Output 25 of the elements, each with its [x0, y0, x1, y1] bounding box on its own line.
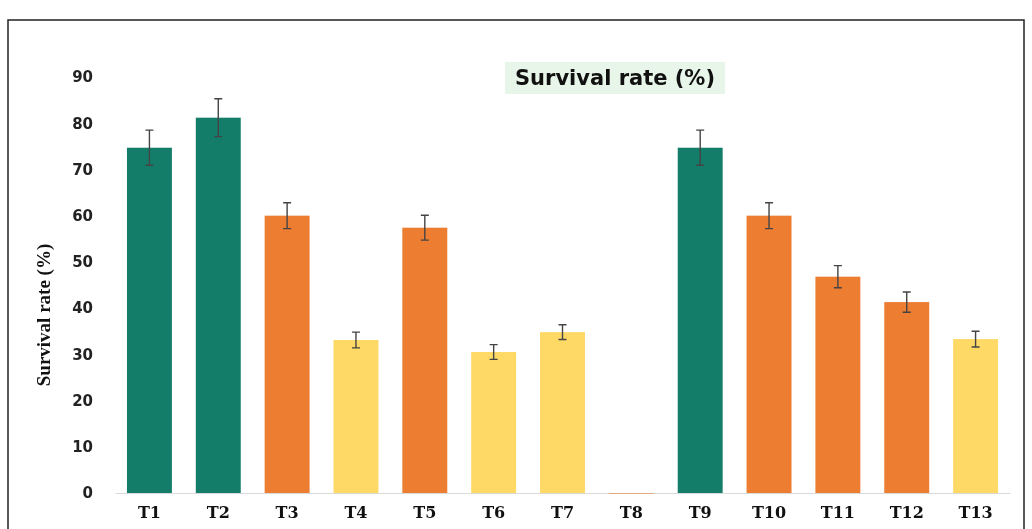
- y-axis-title: Survival rate (%): [33, 243, 55, 387]
- x-tick-label: T12: [889, 503, 924, 523]
- y-tick-label: 0: [82, 484, 93, 503]
- x-tick-label: T4: [344, 503, 368, 523]
- chart-title: Survival rate (%): [514, 66, 716, 90]
- y-tick-label: 70: [72, 160, 93, 179]
- x-tick-label: T13: [958, 503, 993, 523]
- x-tick-label: T10: [751, 503, 787, 523]
- x-tick-label: T11: [820, 503, 855, 523]
- y-tick-label: 60: [72, 206, 93, 225]
- y-tick-label: 50: [72, 253, 93, 272]
- x-tick-label: T6: [482, 503, 506, 523]
- y-tick-label: 90: [72, 68, 93, 87]
- y-tick-label: 40: [72, 299, 93, 318]
- x-tick-label: T2: [206, 503, 230, 523]
- y-tick-label: 80: [72, 114, 93, 133]
- x-tick-label: T8: [619, 503, 643, 523]
- x-tick-label: T1: [137, 503, 161, 523]
- y-tick-label: 20: [72, 391, 93, 410]
- y-tick-label: 30: [72, 345, 93, 364]
- x-tick-label: T9: [688, 503, 712, 523]
- x-tick-label: T7: [550, 503, 575, 523]
- y-tick-label: 10: [72, 438, 93, 457]
- x-tick-label: T5: [413, 503, 437, 523]
- x-tick-label: T3: [275, 503, 299, 523]
